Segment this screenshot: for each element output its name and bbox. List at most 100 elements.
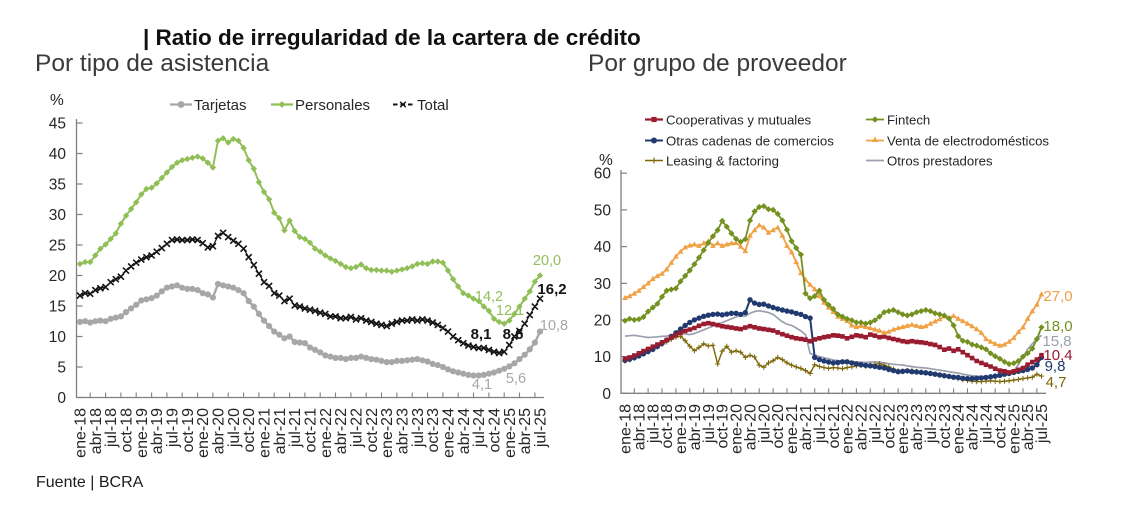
svg-text:%: % (50, 92, 64, 109)
svg-text:ene-20: ene-20 (729, 404, 746, 454)
svg-text:jul-23: jul-23 (923, 404, 940, 444)
svg-text:ene-22: ene-22 (318, 408, 335, 458)
svg-text:jul-19: jul-19 (701, 404, 718, 444)
svg-text:jul-25: jul-25 (1034, 404, 1051, 444)
svg-text:abr-21: abr-21 (798, 404, 815, 450)
svg-text:ene-22: ene-22 (840, 404, 857, 454)
svg-text:oct-19: oct-19 (180, 408, 197, 453)
svg-text:oct-20: oct-20 (241, 408, 258, 453)
svg-text:oct-22: oct-22 (881, 404, 898, 449)
svg-text:30: 30 (49, 207, 67, 224)
svg-text:ene-18: ene-18 (73, 408, 90, 458)
svg-text:0: 0 (57, 390, 66, 407)
svg-text:%: % (599, 152, 613, 169)
svg-text:jul-18: jul-18 (645, 404, 662, 444)
svg-text:Fintech: Fintech (887, 113, 930, 128)
svg-text:15: 15 (49, 299, 66, 316)
svg-text:0: 0 (602, 386, 611, 403)
svg-text:Tarjetas: Tarjetas (194, 97, 247, 114)
svg-text:jul-19: jul-19 (165, 408, 182, 448)
svg-text:abr-23: abr-23 (395, 408, 412, 454)
svg-text:abr-23: abr-23 (909, 404, 926, 450)
svg-text:abr-19: abr-19 (687, 404, 704, 450)
svg-text:abr-18: abr-18 (88, 408, 105, 454)
svg-text:oct-18: oct-18 (119, 408, 136, 453)
svg-text:jul-20: jul-20 (226, 408, 243, 448)
svg-text:abr-20: abr-20 (743, 404, 760, 450)
svg-text:20,0: 20,0 (533, 253, 561, 269)
svg-text:ene-24: ene-24 (951, 404, 968, 454)
svg-text:Total: Total (417, 97, 449, 114)
svg-text:ene-25: ene-25 (502, 408, 519, 458)
svg-text:10: 10 (49, 329, 67, 346)
svg-text:jul-20: jul-20 (756, 404, 773, 444)
svg-text:40: 40 (49, 146, 67, 163)
svg-text:abr-24: abr-24 (456, 408, 473, 454)
svg-text:oct-23: oct-23 (937, 404, 954, 449)
svg-text:abr-20: abr-20 (211, 408, 228, 454)
svg-text:| Ratio de irregularidad de la: | Ratio de irregularidad de la cartera d… (143, 25, 641, 50)
svg-text:oct-20: oct-20 (770, 404, 787, 449)
svg-text:16,2: 16,2 (537, 281, 566, 298)
svg-text:12,1: 12,1 (496, 303, 524, 319)
svg-text:abr-21: abr-21 (272, 408, 289, 454)
svg-text:ene-21: ene-21 (784, 404, 801, 454)
svg-text:Leasing & factoring: Leasing & factoring (666, 154, 779, 169)
svg-text:abr-25: abr-25 (1020, 404, 1037, 450)
svg-text:9,8: 9,8 (1045, 358, 1066, 375)
svg-text:abr-24: abr-24 (965, 404, 982, 450)
svg-text:10,8: 10,8 (540, 318, 568, 334)
svg-text:oct-19: oct-19 (715, 404, 732, 449)
svg-text:Cooperativas y mutuales: Cooperativas y mutuales (666, 113, 812, 128)
svg-text:jul-25: jul-25 (533, 408, 550, 448)
svg-text:abr-25: abr-25 (517, 408, 534, 454)
svg-text:oct-24: oct-24 (992, 404, 1009, 449)
svg-text:5,6: 5,6 (506, 371, 526, 387)
svg-text:ene-25: ene-25 (1006, 404, 1023, 454)
svg-text:Por grupo de proveedor: Por grupo de proveedor (588, 50, 847, 77)
svg-text:45: 45 (49, 116, 66, 133)
svg-text:4,1: 4,1 (472, 377, 492, 393)
svg-text:ene-20: ene-20 (195, 408, 212, 458)
svg-text:jul-21: jul-21 (812, 404, 829, 444)
svg-text:abr-18: abr-18 (631, 404, 648, 450)
svg-text:27,0: 27,0 (1043, 288, 1072, 305)
svg-text:jul-23: jul-23 (410, 408, 427, 448)
svg-text:oct-21: oct-21 (826, 404, 843, 449)
svg-text:Otras cadenas de comercios: Otras cadenas de comercios (666, 134, 834, 149)
svg-text:10,4: 10,4 (1043, 347, 1072, 364)
svg-text:14,2: 14,2 (475, 289, 503, 305)
svg-text:jul-24: jul-24 (471, 408, 488, 448)
svg-text:Fuente | BCRA: Fuente | BCRA (36, 474, 144, 491)
svg-text:jul-18: jul-18 (103, 408, 120, 448)
svg-text:oct-23: oct-23 (425, 408, 442, 453)
svg-text:oct-21: oct-21 (303, 408, 320, 453)
svg-text:30: 30 (594, 276, 612, 293)
svg-text:35: 35 (49, 177, 66, 194)
svg-text:Personales: Personales (295, 97, 370, 114)
svg-text:ene-19: ene-19 (673, 404, 690, 454)
svg-text:8,6: 8,6 (503, 326, 524, 343)
svg-text:20: 20 (594, 312, 612, 329)
svg-text:25: 25 (49, 238, 66, 255)
svg-text:15,8: 15,8 (1042, 333, 1071, 350)
svg-text:oct-22: oct-22 (364, 408, 381, 453)
svg-text:Por tipo de asistencia: Por tipo de asistencia (35, 50, 270, 77)
svg-text:8,1: 8,1 (471, 326, 492, 343)
svg-text:abr-19: abr-19 (149, 408, 166, 454)
svg-text:ene-18: ene-18 (618, 404, 635, 454)
svg-text:jul-21: jul-21 (287, 408, 304, 448)
svg-text:ene-19: ene-19 (134, 408, 151, 458)
svg-text:60: 60 (594, 166, 612, 183)
svg-text:Venta de electrodomésticos: Venta de electrodomésticos (887, 134, 1049, 149)
svg-text:oct-24: oct-24 (487, 408, 504, 453)
svg-text:20: 20 (49, 268, 67, 285)
svg-text:abr-22: abr-22 (333, 408, 350, 454)
svg-text:ene-24: ene-24 (441, 408, 458, 458)
svg-text:oct-18: oct-18 (659, 404, 676, 449)
svg-text:Otros prestadores: Otros prestadores (887, 154, 993, 169)
svg-text:10: 10 (594, 349, 612, 366)
svg-text:ene-23: ene-23 (379, 408, 396, 458)
svg-text:ene-21: ene-21 (257, 408, 274, 458)
svg-text:ene-23: ene-23 (895, 404, 912, 454)
